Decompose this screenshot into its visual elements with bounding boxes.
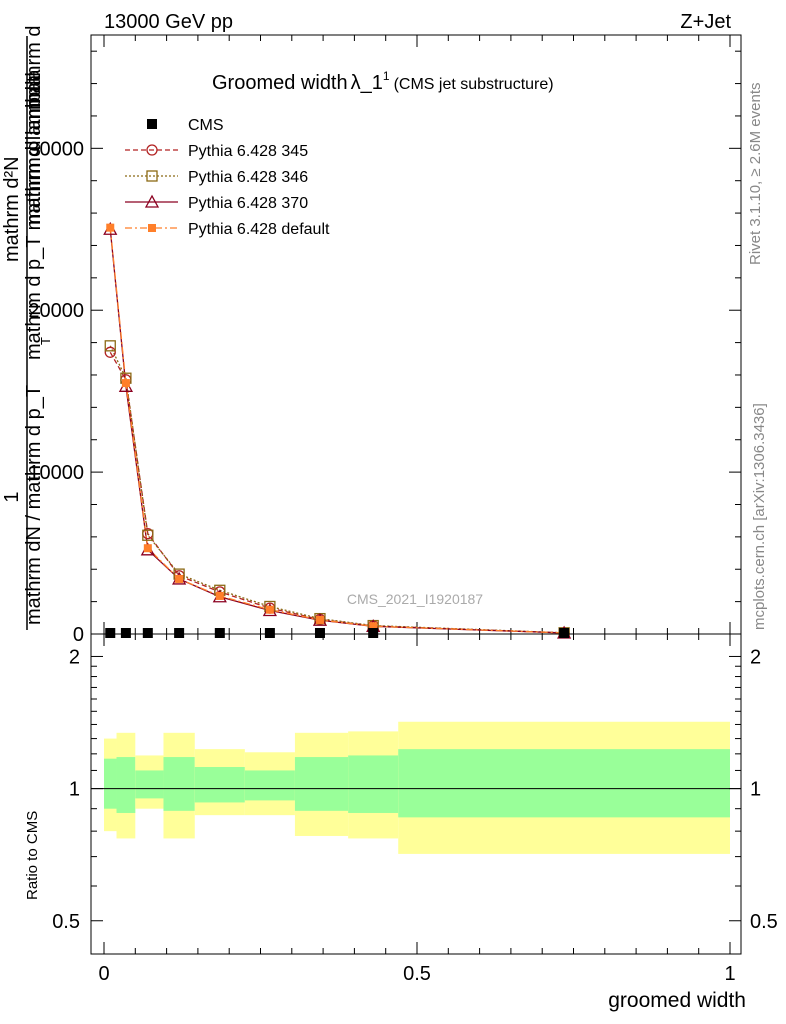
legend-marker-4 (148, 224, 156, 232)
legend-marker-3 (144, 194, 160, 208)
legend-label-3: Pythia 6.428 370 (188, 195, 308, 212)
ratio-inner-band-6 (294, 757, 349, 811)
cms-point-7 (368, 628, 379, 638)
ratio-y-title: Ratio to CMS (24, 811, 41, 900)
cms-point-1 (120, 628, 131, 638)
series-3-point-3 (175, 574, 184, 583)
chart-title-lambda: λ_1 (351, 72, 383, 94)
ratio-inner-band-4 (194, 767, 245, 803)
legend-item-1: Pythia 6.428 345 (125, 143, 308, 160)
x-tick-label-1: 0.5 (403, 963, 431, 985)
process-label: Z+Jet (680, 11, 731, 33)
cms-point-6 (314, 628, 325, 638)
cms-point-0 (105, 628, 116, 638)
legend-marker-1 (146, 144, 158, 156)
series-line-3 (109, 227, 565, 634)
legend-item-4: Pythia 6.428 default (125, 221, 330, 238)
ratio-y-tick-label-0: 0.5 (52, 911, 80, 933)
chart-title-sub: (CMS jet substructure) (394, 76, 554, 93)
energy-label: 13000 GeV pp (104, 11, 233, 33)
ratio-y-tick-label-1: 1 (69, 779, 80, 801)
main-y-tick-label-0: 10000 (28, 462, 84, 484)
series-0-point-0 (104, 346, 116, 358)
ratio-inner-band-5 (244, 770, 295, 801)
series-3-point-2 (143, 544, 152, 553)
cms-point-2 (142, 628, 153, 638)
chart-title-sup: 1 (383, 69, 390, 83)
legend-label-1: Pythia 6.428 345 (188, 143, 308, 160)
ratio-inner-band-8 (398, 749, 730, 818)
cms-point-5 (264, 628, 275, 638)
main-y-tick-label-1: 20000 (28, 300, 84, 322)
main-y-tick-label-2: 30000 (28, 138, 84, 160)
main-panel: 10000200003000040000500000 Groomed width… (1, 26, 742, 646)
ratio-y-tick-label-right-0: 0.5 (750, 911, 778, 933)
mcplots-label: mcplots.cern.ch [arXiv:1306.3436] (751, 403, 768, 630)
cms-point-8 (559, 628, 570, 638)
legend-label-4: Pythia 6.428 default (188, 221, 330, 238)
ratio-inner-band-7 (348, 755, 399, 813)
ratio-inner-band-2 (135, 770, 164, 799)
series-3-point-6 (315, 615, 324, 624)
x-tick-label-2: 1 (724, 963, 735, 985)
series-line-0 (109, 351, 565, 634)
ratio-y-tick-label-right-1: 1 (750, 779, 761, 801)
series-3-point-7 (369, 622, 378, 631)
ratio-panel: 0 0.5 1 0.5 0.5 1 1 2 2 Ratio to CMS groomed wid… (24, 633, 778, 1012)
chart-title-main: Groomed width (212, 72, 348, 94)
series-3-point-4 (215, 591, 224, 600)
x-tick-label-0: 0 (98, 963, 109, 985)
cms-point-4 (214, 628, 225, 638)
y-title-overlay-d: mathrm d (23, 26, 45, 110)
legend: CMS Pythia 6.428 345 Pythia 6.428 346 Pythi… (125, 117, 330, 238)
series-line-2 (109, 229, 565, 634)
legend-item-2: Pythia 6.428 346 (125, 169, 308, 186)
series-line-1 (109, 345, 565, 634)
legend-label-0: CMS (188, 117, 224, 134)
y-title-one: 1 (1, 491, 23, 502)
rivet-label: Rivet 3.1.10, ≥ 2.6M events (747, 83, 764, 266)
y-axis-title: 1 mathrm dN / mathrm d p_T mathrm d²N ma… (1, 26, 53, 630)
ratio-inner-band-1 (116, 757, 136, 813)
series-1-point-2 (142, 529, 154, 541)
series-3-point-0 (106, 223, 115, 232)
legend-item-3: Pythia 6.428 370 (125, 194, 308, 212)
y-title-main-numer: mathrm d²N (1, 156, 23, 262)
ratio-y-tick-label-right-2: 2 (750, 646, 761, 668)
y-title-denom: mathrm dN / mathrm d p_T (23, 385, 45, 625)
legend-marker-0 (147, 119, 157, 129)
chart-title: Groomed width λ_11 (CMS jet substructure) (212, 69, 554, 94)
ratio-inner-band-0 (104, 758, 117, 809)
series-3-point-5 (265, 605, 274, 614)
ratio-frame (90, 633, 742, 955)
legend-label-2: Pythia 6.428 346 (188, 169, 308, 186)
ratio-y-tick-label-2: 2 (69, 646, 80, 668)
ratio-inner-band-3 (163, 757, 195, 811)
series-3-point-1 (121, 379, 130, 388)
watermark: CMS_2021_I1920187 (347, 591, 483, 607)
y-title-main-denom: mathrm d p_T mathrm d lambda (23, 74, 45, 360)
x-axis-title: groomed width (608, 989, 746, 1012)
cms-point-3 (174, 628, 185, 638)
legend-marker-2 (146, 170, 158, 182)
series-1-point-0 (104, 340, 116, 352)
y-title-overlay-sub: T (38, 337, 53, 345)
legend-item-0: CMS (147, 117, 224, 134)
y-title-overlay-lambda: mathrm d lambda (23, 69, 45, 225)
main-y-tick-label-5: 0 (73, 624, 84, 646)
